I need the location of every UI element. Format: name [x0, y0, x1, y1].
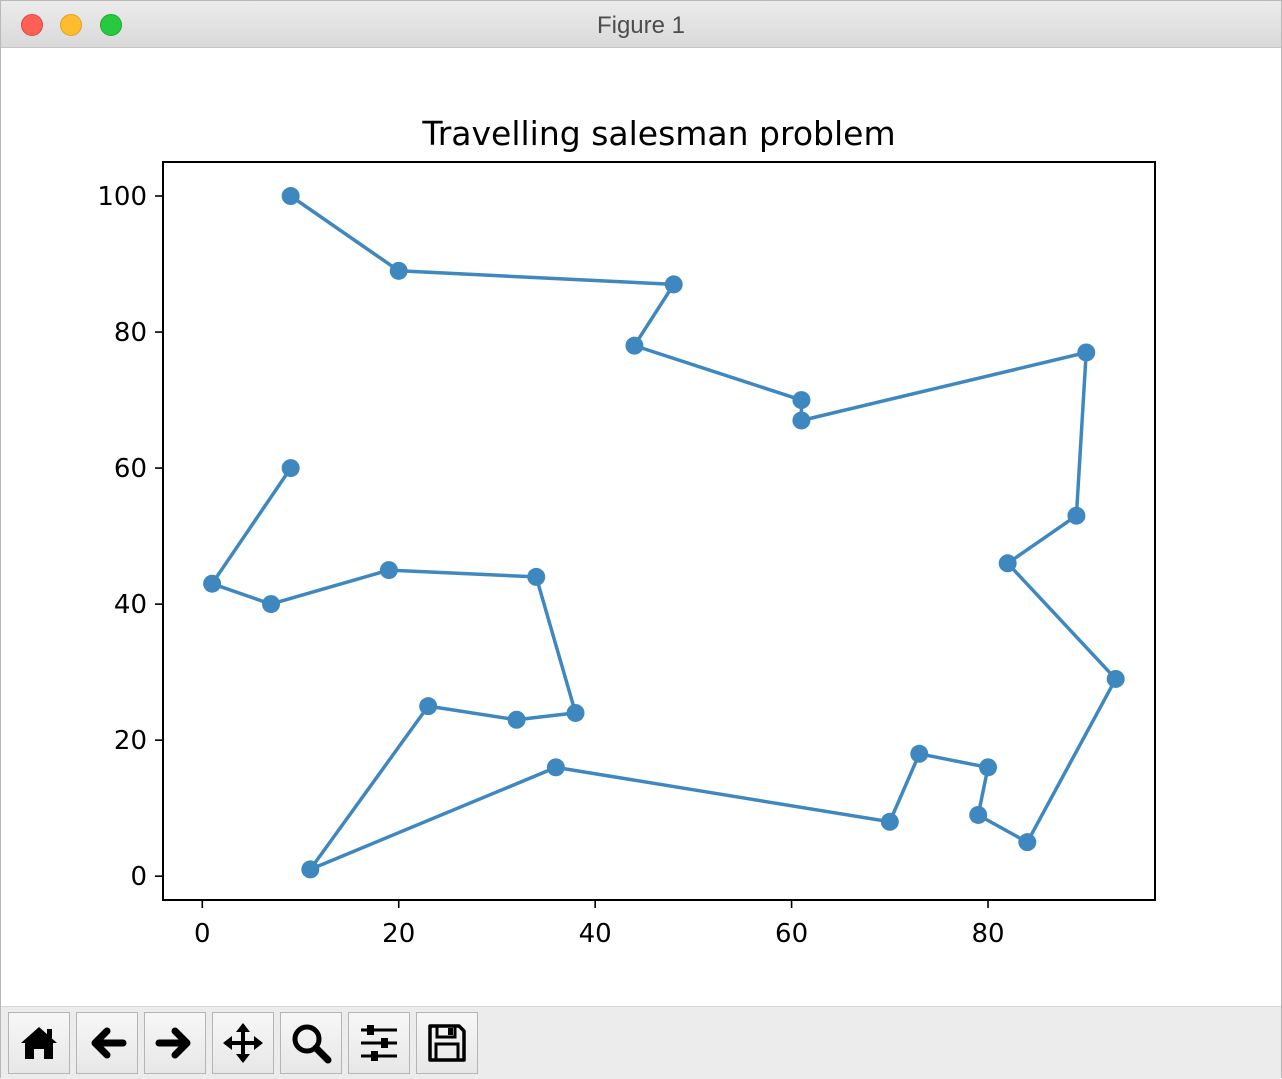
y-tick-label: 40 — [114, 590, 147, 620]
y-tick-label: 20 — [114, 726, 147, 756]
x-tick-label: 80 — [971, 919, 1004, 949]
y-tick-label: 80 — [114, 318, 147, 348]
zoom-window-button[interactable] — [100, 14, 122, 36]
save-button[interactable] — [416, 1012, 478, 1074]
zoom-button[interactable] — [280, 1012, 342, 1074]
data-point — [566, 703, 585, 722]
x-tick-label: 40 — [579, 919, 612, 949]
chart: Travelling salesman problem 0 20 40 60 80 0 20 4… — [97, 114, 1156, 949]
magnifier-icon — [292, 1024, 332, 1064]
arrow-right-icon — [155, 1027, 191, 1059]
plot-frame — [162, 161, 1156, 901]
figure-canvas[interactable]: Travelling salesman problem 0 20 40 60 80 0 20 4… — [1, 48, 1281, 1006]
data-point — [507, 710, 526, 729]
forward-button[interactable] — [144, 1012, 206, 1074]
configure-subplots-button[interactable] — [348, 1012, 410, 1074]
data-point — [203, 574, 222, 593]
floppy-disk-icon — [428, 1024, 466, 1062]
title-bar[interactable]: Figure 1 — [1, 1, 1281, 48]
y-tick-label: 60 — [114, 454, 147, 484]
y-tick-label: 0 — [130, 862, 147, 892]
data-point — [281, 187, 300, 206]
data-point — [379, 561, 398, 580]
arrow-left-icon — [91, 1027, 127, 1059]
pan-button[interactable] — [212, 1012, 274, 1074]
data-point — [546, 758, 565, 777]
x-tick-label: 60 — [775, 919, 808, 949]
data-point — [998, 554, 1017, 573]
data-point — [527, 567, 546, 586]
home-button[interactable] — [8, 1012, 70, 1074]
sliders-icon — [361, 1025, 397, 1061]
move-icon — [223, 1023, 263, 1063]
data-point — [389, 261, 408, 280]
data-point — [792, 391, 811, 410]
minimize-button[interactable] — [60, 14, 82, 36]
data-point — [262, 595, 281, 614]
data-point — [664, 275, 683, 294]
chart-title: Travelling salesman problem — [421, 114, 895, 153]
data-point — [301, 860, 320, 879]
close-button[interactable] — [21, 14, 43, 36]
data-point — [969, 805, 988, 824]
navigation-toolbar — [1, 1006, 1281, 1079]
data-point — [792, 411, 811, 430]
data-point — [281, 459, 300, 478]
back-button[interactable] — [76, 1012, 138, 1074]
data-point — [910, 744, 929, 763]
data-point — [1018, 833, 1037, 852]
home-icon — [21, 1027, 57, 1059]
data-point — [419, 697, 438, 716]
x-tick-label: 0 — [194, 919, 211, 949]
data-point — [1077, 343, 1096, 362]
window-title: Figure 1 — [596, 12, 686, 39]
data-point — [979, 758, 998, 777]
data-point — [1106, 669, 1125, 688]
data-point — [625, 336, 644, 355]
data-point — [880, 812, 899, 831]
y-tick-label: 100 — [97, 182, 147, 212]
data-point — [1067, 506, 1086, 525]
x-tick-label: 20 — [382, 919, 415, 949]
